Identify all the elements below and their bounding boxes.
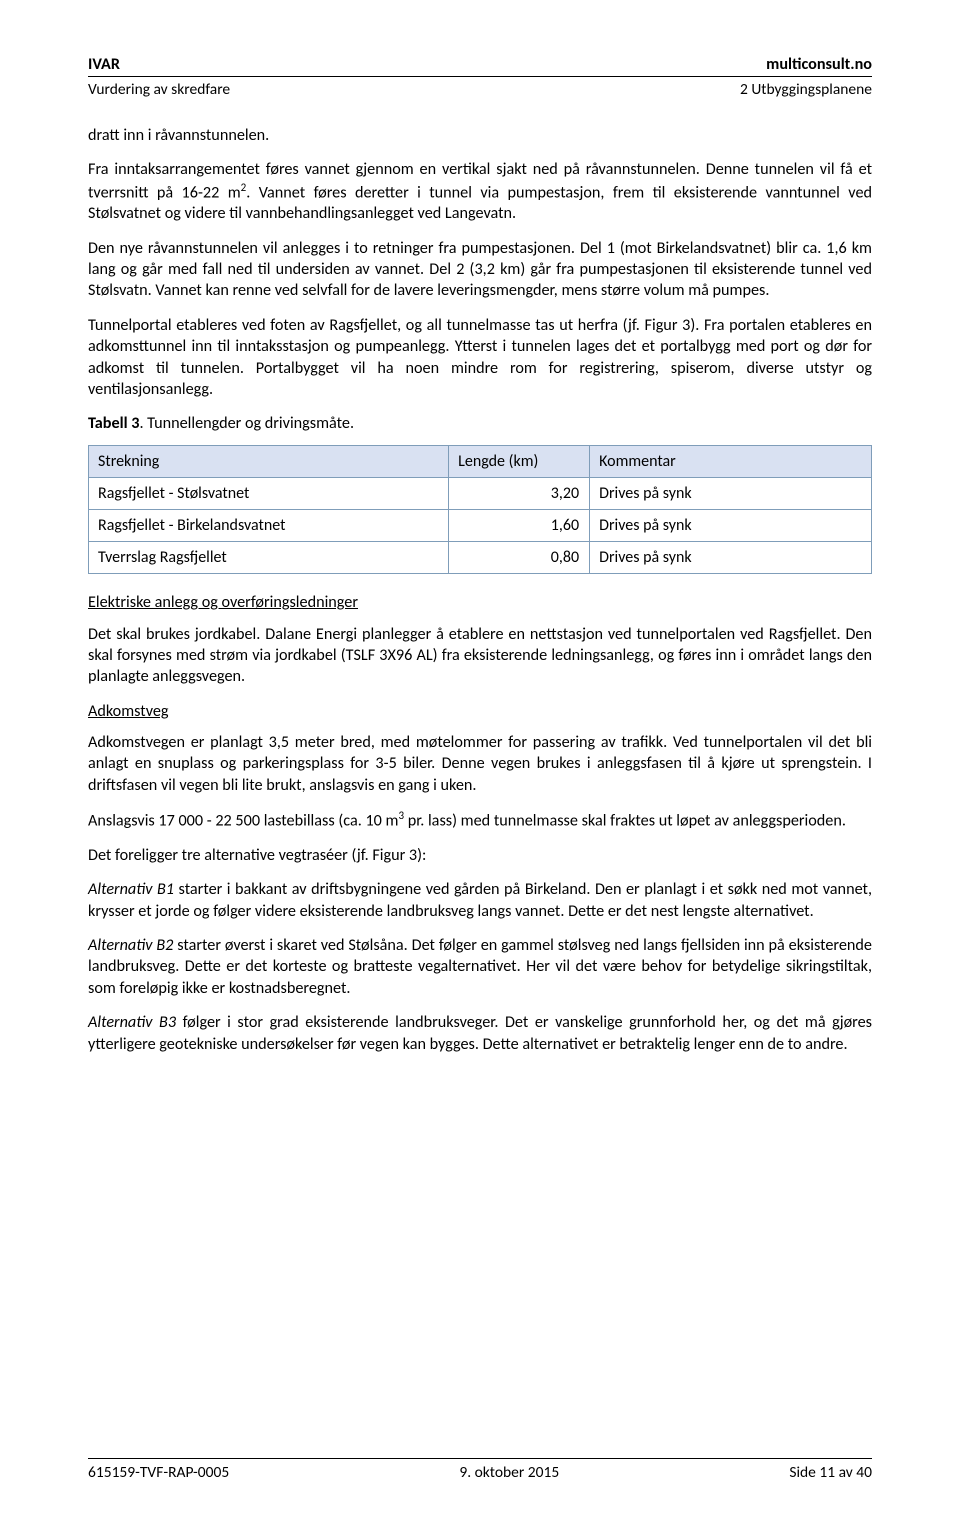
- section-heading: Adkomstveg: [88, 701, 872, 722]
- table-cell: 3,20: [449, 477, 590, 509]
- table-header-cell: Kommentar: [590, 445, 872, 477]
- table-cell: Ragsfjellet - Stølsvatnet: [89, 477, 449, 509]
- footer-date: 9. oktober 2015: [459, 1463, 559, 1483]
- table-row: Tverrslag Ragsfjellet 0,80 Drives på syn…: [89, 542, 872, 574]
- text-fragment: starter i bakkant av driftsbygningene ve…: [88, 880, 872, 920]
- table-cell: Drives på synk: [590, 542, 872, 574]
- table-row: Ragsfjellet - Stølsvatnet 3,20 Drives på…: [89, 477, 872, 509]
- footer-page-number: Side 11 av 40: [789, 1463, 872, 1483]
- text-fragment: Anslagsvis 17 000 - 22 500 lastebillass …: [88, 812, 398, 831]
- body-paragraph: Alternativ B2 starter øverst i skaret ve…: [88, 935, 872, 999]
- body-paragraph: Alternativ B3 følger i stor grad eksiste…: [88, 1012, 872, 1055]
- text-fragment: pr. lass) med tunnelmasse skal fraktes u…: [404, 812, 846, 831]
- body-paragraph: Alternativ B1 starter i bakkant av drift…: [88, 879, 872, 922]
- tunnel-table: Strekning Lengde (km) Kommentar Ragsfjel…: [88, 445, 872, 574]
- table-header-cell: Strekning: [89, 445, 449, 477]
- page-footer: 615159-TVF-RAP-0005 9. oktober 2015 Side…: [88, 1458, 872, 1483]
- table-cell: Ragsfjellet - Birkelandsvatnet: [89, 509, 449, 541]
- text-fragment: følger i stor grad eksisterende landbruk…: [88, 1013, 872, 1053]
- caption-label: Tabell 3: [88, 414, 139, 433]
- emphasis: Alternativ B2: [88, 936, 173, 955]
- body-paragraph: Adkomstvegen er planlagt 3,5 meter bred,…: [88, 732, 872, 796]
- table-caption: Tabell 3. Tunnellengder og drivingsmåte.: [88, 413, 872, 434]
- text-fragment: starter øverst i skaret ved Stølsåna. De…: [88, 936, 872, 998]
- subheader-left: Vurdering av skredfare: [88, 80, 230, 100]
- subheader-right: 2 Utbyggingsplanene: [740, 80, 872, 100]
- emphasis: Alternativ B1: [88, 880, 174, 899]
- body-paragraph: Det skal brukes jordkabel. Dalane Energi…: [88, 624, 872, 688]
- table-cell: Drives på synk: [590, 509, 872, 541]
- table-header-row: Strekning Lengde (km) Kommentar: [89, 445, 872, 477]
- header-left: IVAR: [88, 54, 120, 75]
- caption-text: . Tunnellengder og drivingsmåte.: [139, 414, 354, 433]
- body-paragraph: Den nye råvannstunnelen vil anlegges i t…: [88, 238, 872, 302]
- body-paragraph: Tunnelportal etableres ved foten av Rags…: [88, 315, 872, 401]
- body-paragraph: Fra inntaksarrangementet føres vannet gj…: [88, 159, 872, 225]
- page-subheader: Vurdering av skredfare 2 Utbyggingsplane…: [88, 80, 872, 100]
- body-paragraph: Det foreligger tre alternative vegtrasée…: [88, 845, 872, 866]
- body-paragraph: Anslagsvis 17 000 - 22 500 lastebillass …: [88, 809, 872, 832]
- table-cell: 0,80: [449, 542, 590, 574]
- table-header-cell: Lengde (km): [449, 445, 590, 477]
- table-cell: 1,60: [449, 509, 590, 541]
- table-cell: Drives på synk: [590, 477, 872, 509]
- body-paragraph: dratt inn i råvannstunnelen.: [88, 125, 872, 146]
- page: IVAR multiconsult.no Vurdering av skredf…: [0, 0, 960, 1138]
- table-row: Ragsfjellet - Birkelandsvatnet 1,60 Driv…: [89, 509, 872, 541]
- footer-doc-id: 615159-TVF-RAP-0005: [88, 1463, 229, 1483]
- header-right: multiconsult.no: [766, 54, 872, 75]
- page-header: IVAR multiconsult.no: [88, 54, 872, 77]
- table-cell: Tverrslag Ragsfjellet: [89, 542, 449, 574]
- section-heading: Elektriske anlegg og overføringsledninge…: [88, 592, 872, 613]
- emphasis: Alternativ B3: [88, 1013, 176, 1032]
